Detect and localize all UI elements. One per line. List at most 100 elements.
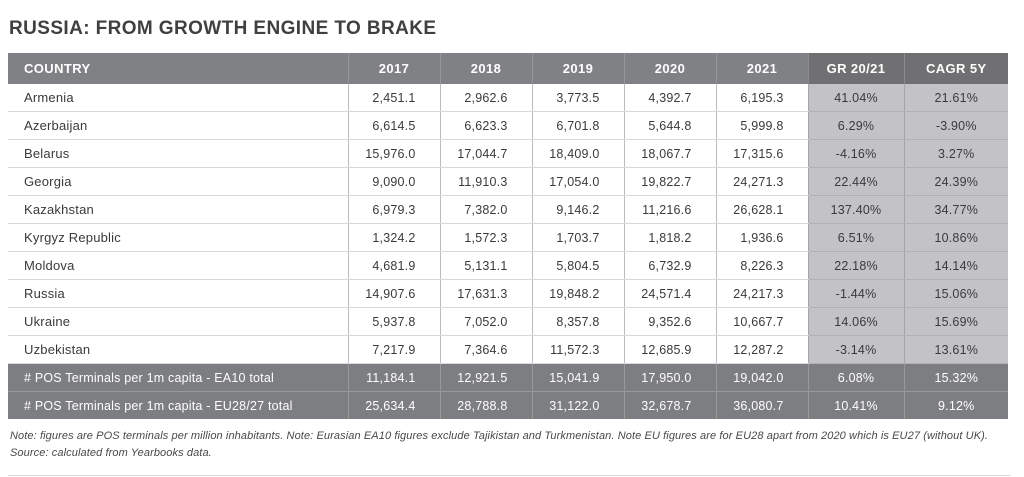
country-cell: Ukraine [8, 307, 348, 336]
value-cell: 12,287.2 [715, 335, 808, 364]
cagr-cell: 34.77% [903, 195, 1008, 224]
value-cell: 9,090.0 [347, 167, 440, 196]
cagr-cell: 15.06% [903, 279, 1008, 308]
value-cell: 1,572.3 [439, 223, 532, 252]
table-row: Kazakhstan 6,979.3 7,382.0 9,146.2 11,216.6 2… [8, 195, 1008, 224]
value-cell: 24,271.3 [715, 167, 808, 196]
value-cell: 17,044.7 [439, 139, 532, 168]
value-cell: 17,054.0 [531, 167, 624, 196]
value-cell: 5,999.8 [715, 111, 808, 140]
value-cell: 12,921.5 [439, 363, 532, 392]
value-cell: 1,818.2 [623, 223, 716, 252]
value-cell: 1,936.6 [715, 223, 808, 252]
table-row: Ukraine 5,937.8 7,052.0 8,357.8 9,352.6 10,66… [8, 307, 1008, 336]
table-header-row: COUNTRY 2017 2018 2019 2020 2021 GR 20/21 CAGR … [8, 53, 1008, 84]
table-row: Georgia 9,090.0 11,910.3 17,054.0 19,822.7 24… [8, 167, 1008, 196]
value-cell: 4,681.9 [347, 251, 440, 280]
value-cell: 9,146.2 [531, 195, 624, 224]
value-cell: 36,080.7 [715, 391, 808, 419]
gr-cell: 22.44% [807, 167, 904, 196]
country-cell: # POS Terminals per 1m capita - EA10 tot… [8, 363, 348, 392]
table-row: Uzbekistan 7,217.9 7,364.6 11,572.3 12,685.9… [8, 335, 1008, 364]
column-header: GR 20/21 [807, 53, 904, 84]
cagr-cell: 13.61% [903, 335, 1008, 364]
column-header: 2018 [439, 53, 532, 84]
value-cell: 31,122.0 [531, 391, 624, 419]
column-header: 2017 [347, 53, 440, 84]
source-line: Source: calculated from Yearbooks data. [10, 447, 212, 460]
country-cell: Georgia [8, 167, 348, 196]
value-cell: 17,315.6 [715, 139, 808, 168]
table-row: Russia 14,907.6 17,631.3 19,848.2 24,571.4 24… [8, 279, 1008, 308]
column-header: 2021 [715, 53, 808, 84]
value-cell: 24,571.4 [623, 279, 716, 308]
column-header: CAGR 5Y [903, 53, 1008, 84]
country-cell: Kazakhstan [8, 195, 348, 224]
table-notes: Note: figures are POS terminals per mill… [10, 428, 1014, 462]
value-cell: 8,357.8 [531, 307, 624, 336]
country-cell: # POS Terminals per 1m capita - EU28/27 … [8, 391, 348, 419]
table-row: Kyrgyz Republic 1,324.2 1,572.3 1,703.7 1,81… [8, 223, 1008, 252]
country-cell: Belarus [8, 139, 348, 168]
value-cell: 15,041.9 [531, 363, 624, 392]
value-cell: 7,364.6 [439, 335, 532, 364]
value-cell: 3,773.5 [531, 84, 624, 112]
cagr-cell: 14.14% [903, 251, 1008, 280]
value-cell: 17,631.3 [439, 279, 532, 308]
value-cell: 18,409.0 [531, 139, 624, 168]
value-cell: 6,701.8 [531, 111, 624, 140]
value-cell: 12,685.9 [623, 335, 716, 364]
cagr-cell: 24.39% [903, 167, 1008, 196]
value-cell: 5,644.8 [623, 111, 716, 140]
country-cell: Kyrgyz Republic [8, 223, 348, 252]
value-cell: 6,195.3 [715, 84, 808, 112]
value-cell: 19,848.2 [531, 279, 624, 308]
value-cell: 24,217.3 [715, 279, 808, 308]
country-cell: Russia [8, 279, 348, 308]
value-cell: 5,804.5 [531, 251, 624, 280]
cagr-cell: 3.27% [903, 139, 1008, 168]
country-cell: Armenia [8, 84, 348, 112]
column-header: COUNTRY [8, 53, 348, 84]
summary-row: # POS Terminals per 1m capita - EA10 tot… [8, 363, 1008, 392]
country-cell: Uzbekistan [8, 335, 348, 364]
value-cell: 8,226.3 [715, 251, 808, 280]
gr-cell: -1.44% [807, 279, 904, 308]
table-row: Azerbaijan 6,614.5 6,623.3 6,701.8 5,644.8 5,… [8, 111, 1008, 140]
table-row: Moldova 4,681.9 5,131.1 5,804.5 6,732.9 8,226… [8, 251, 1008, 280]
value-cell: 10,667.7 [715, 307, 808, 336]
value-cell: 11,184.1 [347, 363, 440, 392]
gr-cell: 10.41% [807, 391, 904, 419]
value-cell: 14,907.6 [347, 279, 440, 308]
table-row: Armenia 2,451.1 2,962.6 3,773.5 4,392.7 6,195… [8, 84, 1008, 112]
pos-terminals-table: COUNTRY 2017 2018 2019 2020 2021 GR 20/21 CAGR … [8, 53, 1008, 419]
value-cell: 7,382.0 [439, 195, 532, 224]
value-cell: 1,324.2 [347, 223, 440, 252]
value-cell: 6,979.3 [347, 195, 440, 224]
gr-cell: 41.04% [807, 84, 904, 112]
value-cell: 19,822.7 [623, 167, 716, 196]
cagr-cell: 9.12% [903, 391, 1008, 419]
value-cell: 2,451.1 [347, 84, 440, 112]
value-cell: 11,572.3 [531, 335, 624, 364]
value-cell: 5,131.1 [439, 251, 532, 280]
country-cell: Moldova [8, 251, 348, 280]
gr-cell: 22.18% [807, 251, 904, 280]
value-cell: 32,678.7 [623, 391, 716, 419]
value-cell: 6,614.5 [347, 111, 440, 140]
value-cell: 19,042.0 [715, 363, 808, 392]
value-cell: 26,628.1 [715, 195, 808, 224]
cagr-cell: 15.32% [903, 363, 1008, 392]
gr-cell: 137.40% [807, 195, 904, 224]
value-cell: 9,352.6 [623, 307, 716, 336]
page-title: RUSSIA: FROM GROWTH ENGINE TO BRAKE [9, 18, 437, 39]
value-cell: 6,732.9 [623, 251, 716, 280]
bottom-divider [8, 475, 1010, 477]
gr-cell: -3.14% [807, 335, 904, 364]
table-body: Armenia 2,451.1 2,962.6 3,773.5 4,392.7 6,195… [8, 84, 1008, 419]
value-cell: 17,950.0 [623, 363, 716, 392]
value-cell: 5,937.8 [347, 307, 440, 336]
value-cell: 15,976.0 [347, 139, 440, 168]
gr-cell: -4.16% [807, 139, 904, 168]
